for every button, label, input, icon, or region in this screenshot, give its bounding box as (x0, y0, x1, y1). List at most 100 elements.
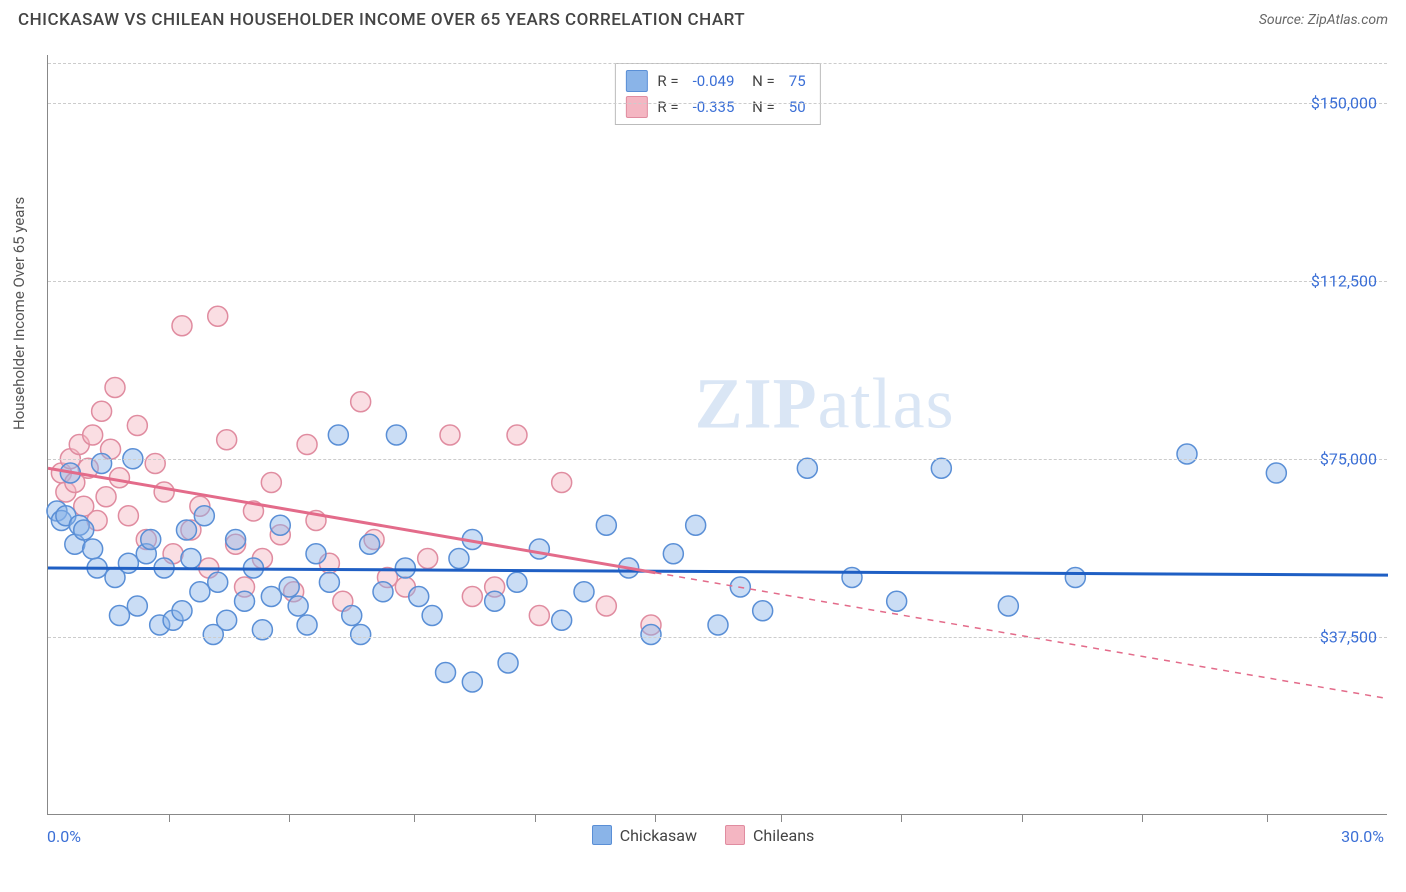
legend-item: Chileans (725, 825, 814, 845)
scatter-svg (48, 55, 1387, 814)
legend-label: Chileans (753, 826, 814, 845)
regression-line-ext (655, 573, 1388, 699)
x-tick (1022, 814, 1023, 822)
gridline (48, 103, 1387, 104)
data-point (118, 553, 138, 573)
data-point (462, 587, 482, 607)
x-tick (535, 814, 536, 822)
legend-swatch (625, 96, 647, 118)
data-point (217, 430, 237, 450)
data-point (328, 425, 348, 445)
data-point (386, 425, 406, 445)
data-point (529, 606, 549, 626)
legend-item: Chickasaw (592, 825, 697, 845)
gridline (48, 637, 1387, 638)
chart-header: CHICKASAW VS CHILEAN HOUSEHOLDER INCOME … (0, 0, 1406, 36)
series-legend: Chickasaw Chileans (0, 825, 1406, 845)
gridline (48, 63, 1387, 64)
correlation-legend: R =-0.049 N =75 R =-0.335 N =50 (614, 63, 820, 125)
data-point (931, 458, 951, 478)
data-point (270, 515, 290, 535)
data-point (485, 591, 505, 611)
data-point (194, 506, 214, 526)
data-point (1266, 463, 1286, 483)
plot-area: ZIPatlas R =-0.049 N =75 R =-0.335 N =50… (47, 55, 1387, 815)
data-point (226, 530, 246, 550)
data-point (154, 482, 174, 502)
data-point (74, 520, 94, 540)
data-point (418, 549, 438, 569)
data-point (1065, 568, 1085, 588)
data-point (109, 468, 129, 488)
data-point (507, 572, 527, 592)
data-point (235, 591, 255, 611)
y-tick-label: $37,500 (1320, 627, 1377, 646)
data-point (686, 515, 706, 535)
x-tick (901, 814, 902, 822)
data-point (409, 587, 429, 607)
data-point (422, 606, 442, 626)
y-tick-label: $112,500 (1311, 271, 1377, 290)
data-point (190, 582, 210, 602)
data-point (641, 625, 661, 645)
data-point (208, 572, 228, 592)
corr-legend-row: R =-0.049 N =75 (625, 68, 809, 94)
data-point (440, 425, 460, 445)
data-point (574, 582, 594, 602)
data-point (887, 591, 907, 611)
data-point (172, 601, 192, 621)
corr-legend-row: R =-0.335 N =50 (625, 94, 809, 120)
data-point (596, 596, 616, 616)
data-point (529, 539, 549, 559)
data-point (436, 663, 456, 683)
data-point (279, 577, 299, 597)
data-point (552, 473, 572, 493)
y-axis-label: Householder Income Over 65 years (10, 197, 28, 430)
data-point (842, 568, 862, 588)
data-point (1177, 444, 1197, 464)
x-tick (169, 814, 170, 822)
data-point (297, 615, 317, 635)
x-tick (781, 814, 782, 822)
data-point (351, 625, 371, 645)
data-point (498, 653, 518, 673)
data-point (261, 473, 281, 493)
data-point (596, 515, 616, 535)
data-point (462, 672, 482, 692)
data-point (109, 606, 129, 626)
data-point (395, 558, 415, 578)
data-point (797, 458, 817, 478)
x-tick (1267, 814, 1268, 822)
data-point (217, 610, 237, 630)
data-point (319, 572, 339, 592)
legend-swatch (725, 825, 745, 845)
data-point (127, 416, 147, 436)
data-point (261, 587, 281, 607)
chart-title: CHICKASAW VS CHILEAN HOUSEHOLDER INCOME … (18, 10, 745, 30)
legend-label: Chickasaw (620, 826, 697, 845)
data-point (753, 601, 773, 621)
data-point (663, 544, 683, 564)
data-point (507, 425, 527, 445)
data-point (141, 530, 161, 550)
data-point (342, 606, 362, 626)
data-point (83, 539, 103, 559)
y-tick-label: $150,000 (1311, 93, 1377, 112)
data-point (998, 596, 1018, 616)
gridline (48, 281, 1387, 282)
x-tick (289, 814, 290, 822)
data-point (306, 544, 326, 564)
data-point (92, 454, 112, 474)
x-tick (414, 814, 415, 822)
data-point (105, 378, 125, 398)
data-point (297, 435, 317, 455)
data-point (288, 596, 308, 616)
data-point (351, 392, 371, 412)
data-point (360, 534, 380, 554)
x-tick (655, 814, 656, 822)
data-point (449, 549, 469, 569)
data-point (145, 454, 165, 474)
legend-swatch (592, 825, 612, 845)
data-point (552, 610, 572, 630)
data-point (118, 506, 138, 526)
